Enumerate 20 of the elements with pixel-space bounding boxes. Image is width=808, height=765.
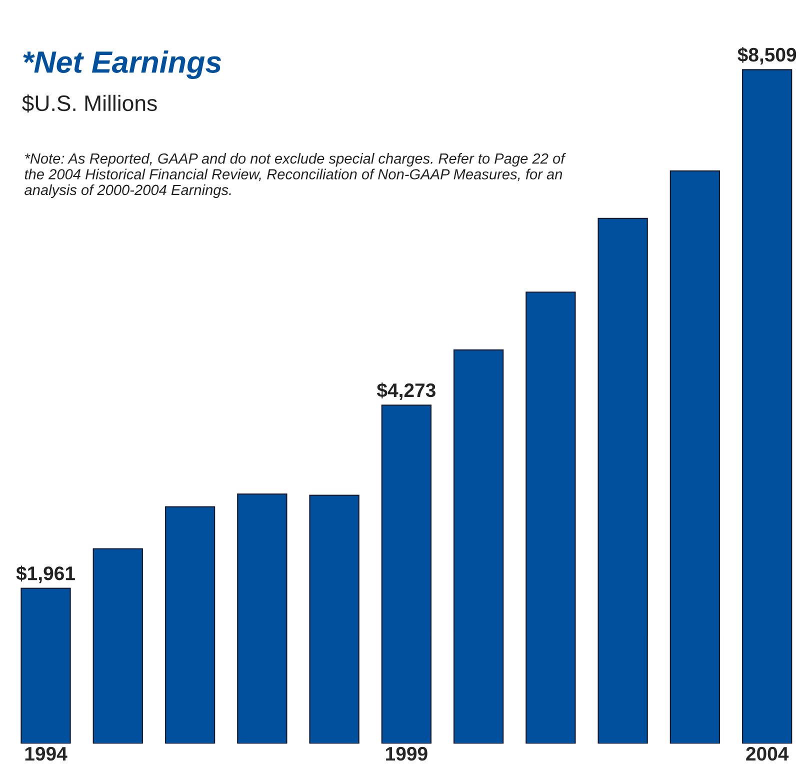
text: $U.S. Millions xyxy=(22,94,157,112)
bar xyxy=(20,588,71,744)
annotation: *Note: As Reported, GAAP and do not exclude special charges. Refer to Page 22 of the 2004 Historical Financial Review, Reconciliation of Non-GAAP Measures, for an analysis of 2000-2004 Earnings. xyxy=(24,153,566,198)
x-tick-label: 2004 xyxy=(746,746,789,761)
data-label: $1,961 xyxy=(16,566,75,584)
bar xyxy=(453,349,504,744)
bar xyxy=(164,506,216,744)
bar xyxy=(526,292,576,744)
bar xyxy=(237,494,288,744)
chart-title: *Net Earnings xyxy=(23,50,222,80)
x-tick-label: 1994 xyxy=(25,746,68,761)
bar xyxy=(670,170,720,744)
bar xyxy=(92,548,143,744)
bar xyxy=(598,218,648,744)
data-label: $8,509 xyxy=(738,47,796,64)
x-tick-label: 1999 xyxy=(386,746,428,761)
bar xyxy=(742,69,792,744)
data-label: $4,273 xyxy=(376,382,436,400)
bar xyxy=(381,404,432,744)
bar xyxy=(309,494,360,744)
